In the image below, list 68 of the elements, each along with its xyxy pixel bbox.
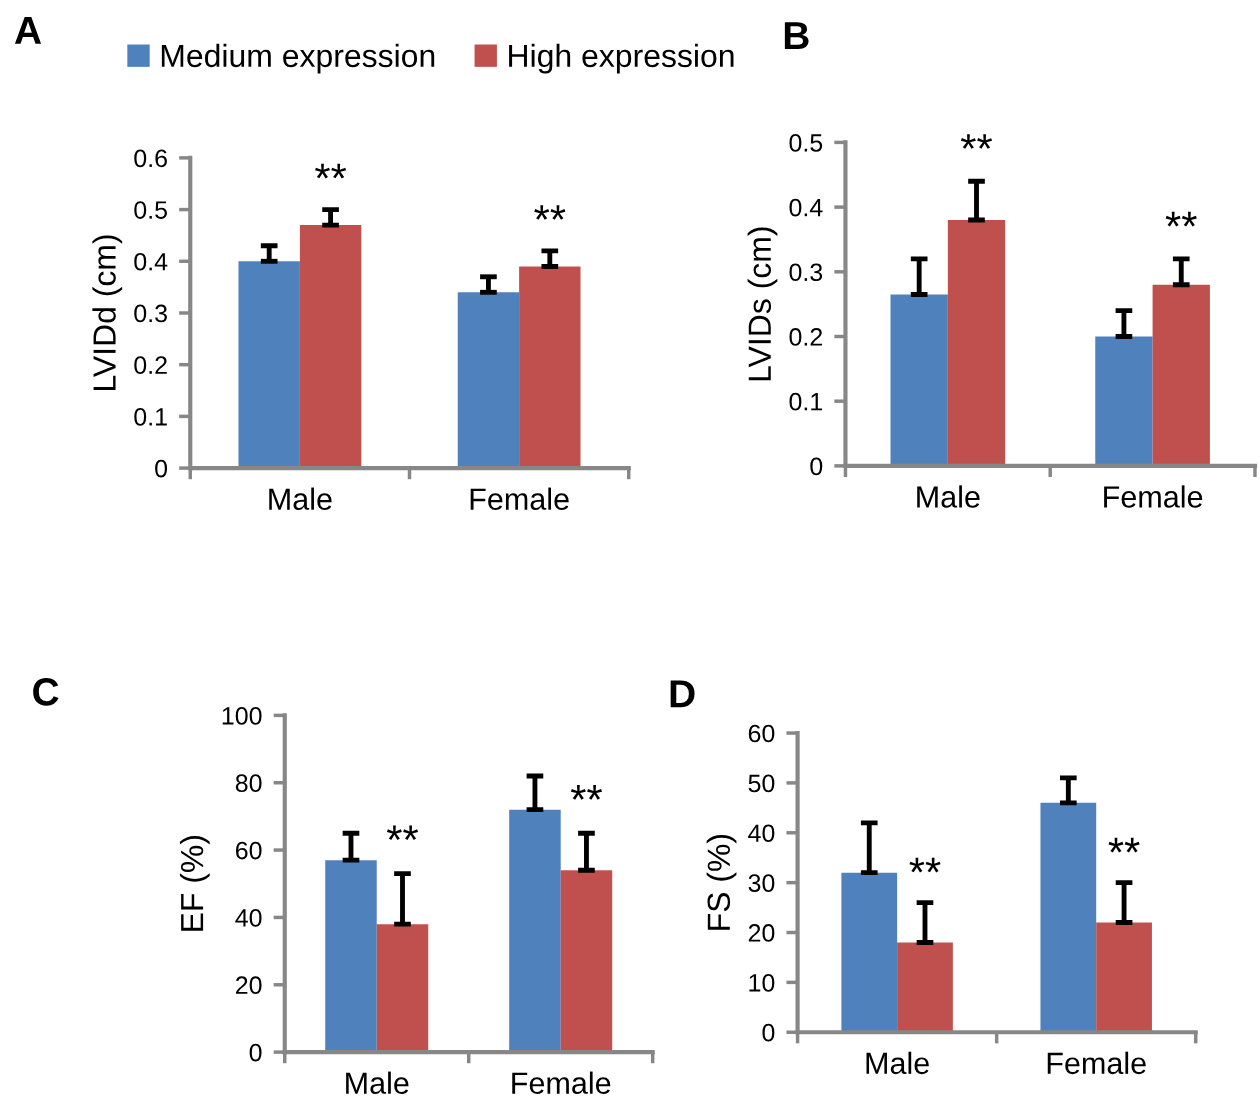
bar [560, 870, 613, 1053]
chart-title: A [14, 17, 42, 44]
y-tick-label: 20 [748, 924, 775, 942]
y-tick-label: 0.2 [134, 356, 167, 374]
x-tick-label: Female [1104, 485, 1203, 508]
y-tick-label: 0.3 [789, 263, 823, 282]
x-tick-label: Female [512, 1071, 611, 1094]
y-axis-title: LVIDs (cm) [747, 227, 778, 381]
y-tick-label: 40 [235, 909, 262, 927]
annotation: ** [386, 825, 419, 841]
x-tick-label: Male [866, 1051, 929, 1075]
y-tick-label: 0.4 [134, 252, 168, 271]
annotation: ** [1165, 211, 1197, 227]
y-tick-label: 0 [810, 457, 823, 476]
y-tick-label: 0 [155, 459, 168, 478]
y-tick-label: 100 [222, 706, 262, 725]
bar [897, 942, 953, 1033]
y-axis-title: EF (%) [179, 836, 210, 931]
y-tick-label: 0.1 [789, 392, 823, 411]
bar [1095, 336, 1153, 466]
bar [376, 924, 429, 1053]
chart-title: D [670, 680, 695, 708]
y-tick-label: 10 [749, 973, 775, 992]
legend-label: High expression [509, 43, 734, 74]
bar [1152, 284, 1210, 466]
bar [841, 872, 898, 1033]
y-tick-label: 0.5 [134, 201, 167, 219]
y-tick-label: 20 [235, 976, 262, 995]
y-tick-label: 0.2 [789, 328, 822, 346]
annotation: ** [534, 205, 566, 220]
y-tick-label: 40 [748, 824, 775, 843]
x-tick-label: Male [346, 1071, 409, 1094]
bar [1040, 802, 1097, 1033]
annotation: ** [570, 785, 603, 800]
y-tick-label: 60 [748, 724, 775, 743]
bar [947, 220, 1006, 466]
x-tick-label: Male [917, 485, 980, 508]
annotation: ** [909, 857, 941, 873]
y-tick-label: 0.4 [789, 198, 823, 217]
y-axis-title: FS (%) [706, 834, 737, 930]
chart-title: B [784, 22, 809, 49]
x-tick-label: Male [269, 487, 332, 510]
bar [325, 860, 377, 1053]
y-axis-title: LVIDd (cm) [92, 235, 123, 390]
y-tick-label: 0.6 [134, 149, 167, 168]
x-tick-label: Female [470, 487, 569, 510]
y-tick-label: 30 [748, 874, 775, 892]
y-tick-label: 0.3 [134, 304, 167, 323]
bar [519, 266, 581, 469]
bar [457, 292, 520, 469]
bar [238, 261, 300, 469]
annotation: ** [960, 134, 993, 149]
chart-title: C [33, 678, 59, 706]
y-tick-label: 60 [236, 841, 262, 860]
bar [299, 225, 362, 469]
x-tick-label: Female [1047, 1051, 1146, 1075]
bar [509, 809, 561, 1053]
bar [890, 294, 948, 466]
y-tick-label: 0.5 [789, 134, 823, 152]
annotation: ** [315, 163, 347, 179]
y-tick-label: 0 [762, 1023, 775, 1042]
legend-label: Medium expression [161, 43, 435, 74]
y-tick-label: 0.1 [134, 407, 167, 426]
y-tick-label: 50 [748, 774, 775, 793]
y-tick-label: 0 [249, 1043, 262, 1062]
y-tick-label: 80 [235, 774, 262, 793]
annotation: ** [1108, 837, 1140, 853]
bar [1096, 922, 1152, 1033]
